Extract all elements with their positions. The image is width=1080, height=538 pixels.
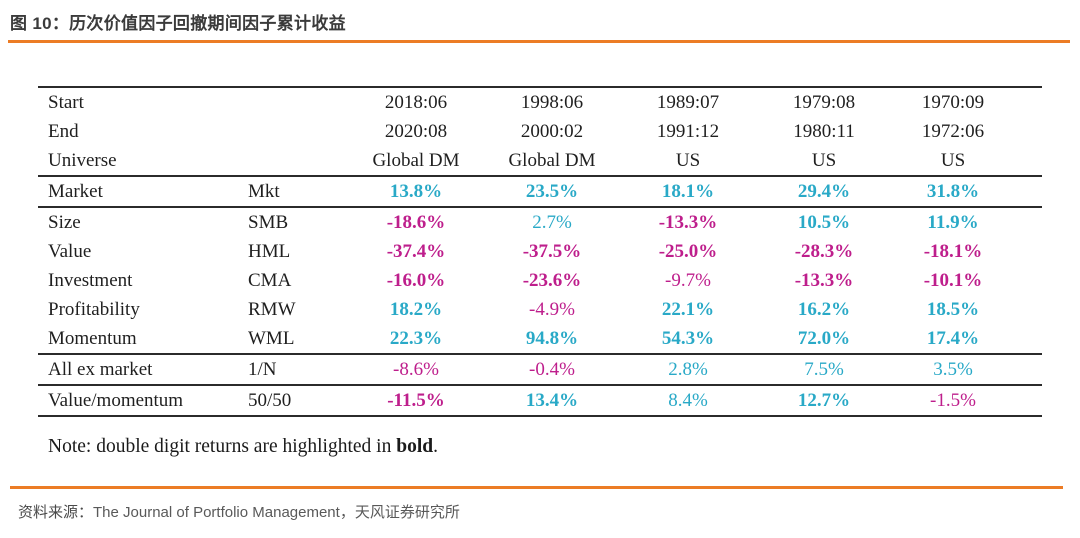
meta-row-end: End 2020:08 2000:02 1991:12 1980:11 1972:06 (38, 117, 1042, 146)
meta-value-cell: 2018:06 (384, 91, 448, 113)
return-value-cell: -1.5% (930, 389, 976, 411)
meta-value-cell: Global DM (348, 146, 484, 177)
meta-value-cell: 2000:02 (520, 120, 584, 142)
empty-cell (248, 87, 348, 117)
factor-row-momentum: Momentum WML 22.3% 94.8% 54.3% 72.0% 17.4% (38, 324, 1042, 355)
return-value-cell: -25.0% (658, 240, 718, 262)
meta-row-label: Start (48, 91, 84, 113)
bottom-divider (10, 486, 1063, 489)
return-value-cell: 54.3% (620, 324, 756, 355)
meta-row-universe: Universe Global DM Global DM US US US (38, 146, 1042, 177)
return-value-cell: 10.5% (797, 211, 851, 233)
return-value-cell: -10.1% (923, 269, 983, 291)
return-value-cell: 2.8% (620, 354, 756, 386)
top-divider (8, 40, 1070, 43)
return-value-cell: 8.4% (668, 389, 708, 411)
empty-cell (248, 146, 348, 177)
factor-name-cell: Value (48, 240, 92, 262)
return-value-cell: 72.0% (756, 324, 892, 355)
return-value-cell: 94.8% (484, 324, 620, 355)
factor-code-cell: HML (248, 240, 291, 262)
factor-code-cell: Mkt (248, 176, 348, 208)
factor-name-cell: Momentum (38, 324, 248, 355)
source-text: The Journal of Portfolio Management，天风证券… (93, 504, 460, 521)
return-value-cell: -0.4% (484, 354, 620, 386)
return-value-cell: -8.6% (348, 354, 484, 386)
return-value-cell: 12.7% (797, 389, 851, 411)
source-line: 资料来源：The Journal of Portfolio Management… (18, 501, 460, 522)
return-value-cell: 13.8% (348, 176, 484, 208)
return-value-cell: -37.5% (522, 240, 582, 262)
factor-name-cell: All ex market (38, 354, 248, 386)
factor-name-cell: Value/momentum (48, 389, 184, 411)
meta-value-cell: 1979:08 (792, 91, 856, 113)
factor-row-investment: Investment CMA -16.0% -23.6% -9.7% -13.3% -10.… (38, 266, 1042, 295)
factor-name-cell: Investment (48, 269, 133, 291)
factor-code-cell: WML (248, 324, 348, 355)
factor-code-cell: SMB (248, 211, 289, 233)
return-value-cell: -4.9% (529, 298, 575, 320)
meta-value-cell: 1998:06 (520, 91, 584, 113)
return-value-cell: -9.7% (665, 269, 711, 291)
note-bold-word: bold (396, 436, 434, 457)
return-value-cell: 18.1% (620, 176, 756, 208)
return-value-cell: 17.4% (892, 324, 1042, 355)
return-value-cell: 3.5% (892, 354, 1042, 386)
factor-row-all-ex-market: All ex market 1/N -8.6% -0.4% 2.8% 7.5% 3.5% (38, 354, 1042, 386)
factor-row-value: Value HML -37.4% -37.5% -25.0% -28.3% -18.1% (38, 237, 1042, 266)
meta-value-cell: 1991:12 (656, 120, 720, 142)
meta-value-cell: 1980:11 (793, 120, 855, 142)
meta-row-start: Start 2018:06 1998:06 1989:07 1979:08 1970:09 (38, 87, 1042, 117)
return-value-cell: 16.2% (797, 298, 851, 320)
empty-cell (248, 117, 348, 146)
return-value-cell: 31.8% (892, 176, 1042, 208)
figure-title: 图 10：历次价值因子回撤期间因子累计收益 (10, 14, 346, 33)
factor-code-cell: 1/N (248, 354, 348, 386)
meta-row-label: Universe (38, 146, 248, 177)
return-value-cell: 29.4% (756, 176, 892, 208)
return-value-cell: 11.9% (927, 211, 979, 233)
meta-value-cell: 2020:08 (384, 120, 448, 142)
factor-name-cell: Market (38, 176, 248, 208)
return-value-cell: 18.2% (389, 298, 443, 320)
return-value-cell: 13.4% (525, 389, 579, 411)
meta-row-label: End (48, 120, 79, 142)
return-value-cell: -28.3% (794, 240, 854, 262)
factor-row-size: Size SMB -18.6% 2.7% -13.3% 10.5% 11.9% (38, 207, 1042, 237)
factor-name-cell: Size (48, 211, 81, 233)
meta-value-cell: US (620, 146, 756, 177)
note-text: Note: double digit returns are highlight… (48, 436, 397, 457)
meta-value-cell: US (892, 146, 1042, 177)
return-value-cell: 22.3% (348, 324, 484, 355)
factor-code-cell: CMA (248, 269, 292, 291)
factor-row-value-momentum: Value/momentum 50/50 -11.5% 13.4% 8.4% 12.7% -… (38, 385, 1042, 416)
return-value-cell: -23.6% (522, 269, 582, 291)
factor-name-cell: Profitability (48, 298, 140, 320)
return-value-cell: 23.5% (484, 176, 620, 208)
return-value-cell: -13.3% (658, 211, 718, 233)
return-value-cell: 7.5% (756, 354, 892, 386)
meta-value-cell: 1989:07 (656, 91, 720, 113)
return-value-cell: 18.5% (926, 298, 980, 320)
meta-value-cell: US (756, 146, 892, 177)
note-period: . (433, 436, 438, 457)
return-value-cell: -18.1% (923, 240, 983, 262)
return-value-cell: -16.0% (386, 269, 446, 291)
return-value-cell: -13.3% (794, 269, 854, 291)
meta-value-cell: 1970:09 (921, 91, 985, 113)
source-label: 资料来源： (18, 504, 94, 521)
factor-row-market: Market Mkt 13.8% 23.5% 18.1% 29.4% 31.8% (38, 176, 1042, 208)
return-value-cell: -11.5% (387, 389, 445, 411)
meta-value-cell: Global DM (484, 146, 620, 177)
meta-value-cell: 1972:06 (921, 120, 985, 142)
table-note: Note: double digit returns are highlight… (48, 436, 438, 458)
factor-code-cell: RMW (248, 298, 296, 320)
return-value-cell: 2.7% (532, 211, 572, 233)
return-value-cell: -18.6% (386, 211, 446, 233)
return-value-cell: -37.4% (386, 240, 446, 262)
factor-returns-table: Start 2018:06 1998:06 1989:07 1979:08 1970:09… (38, 86, 1042, 417)
return-value-cell: 22.1% (661, 298, 715, 320)
factor-code-cell: 50/50 (248, 389, 292, 411)
factor-row-profitability: Profitability RMW 18.2% -4.9% 22.1% 16.2% 18.5… (38, 295, 1042, 324)
